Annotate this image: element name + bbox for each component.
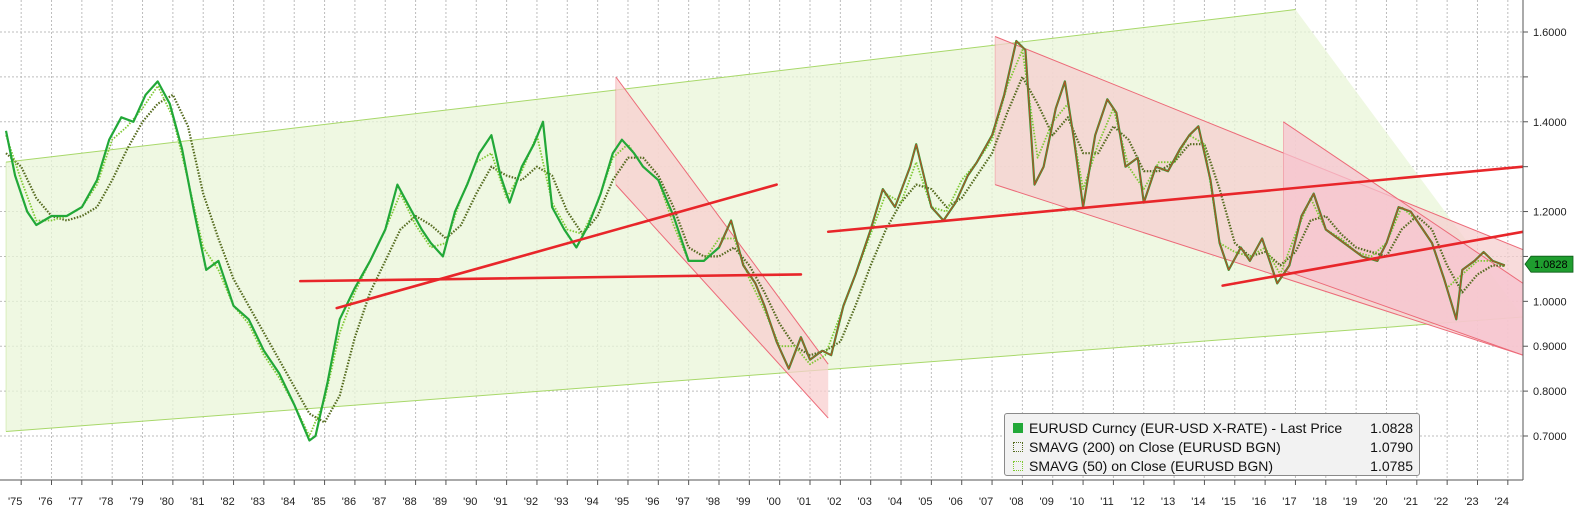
trendlines xyxy=(298,165,1523,310)
x-tick-label: '85 xyxy=(311,496,325,508)
legend-row-sma50: SMAVG (50) on Close (EURUSD BGN) 1.0785 xyxy=(1013,456,1413,475)
legend-swatch-sma50 xyxy=(1013,460,1023,471)
x-tick-label: '06 xyxy=(949,496,963,508)
x-tick-label: '19 xyxy=(1343,496,1357,508)
x-tick-label: '93 xyxy=(554,496,568,508)
x-tick-label: '98 xyxy=(706,496,720,508)
x-tick-label: '18 xyxy=(1313,496,1327,508)
x-tick-label: '87 xyxy=(372,496,386,508)
x-tick-label: '22 xyxy=(1434,496,1448,508)
channel-lower-edge xyxy=(994,184,1523,356)
legend-label: SMAVG (50) on Close (EURUSD BGN) xyxy=(1029,457,1274,474)
channel-lower-edge xyxy=(615,184,829,419)
price-series xyxy=(4,39,1506,442)
x-tick-label: '23 xyxy=(1464,496,1478,508)
x-tick-label: '09 xyxy=(1040,496,1054,508)
x-tick-label: '17 xyxy=(1282,496,1296,508)
x-tick-label: '89 xyxy=(433,496,447,508)
x-tick-label: '80 xyxy=(160,496,174,508)
channel-lower-edge xyxy=(1283,269,1523,356)
channel-downtrend-2017-2024 xyxy=(1283,121,1523,356)
x-tick-label: '95 xyxy=(615,496,629,508)
x-tick-label: '08 xyxy=(1009,496,1023,508)
legend-label: SMAVG (200) on Close (EURUSD BGN) xyxy=(1029,438,1281,455)
x-tick-label: '03 xyxy=(858,496,872,508)
legend-row-sma200: SMAVG (200) on Close (EURUSD BGN) 1.0790 xyxy=(1013,437,1413,456)
x-tick-label: '78 xyxy=(99,496,113,508)
y-tick-label: 0.9000 xyxy=(1533,341,1567,353)
x-tick-label: '83 xyxy=(251,496,265,508)
series-last-price-highlight xyxy=(718,40,1506,370)
trendline-3 xyxy=(826,165,1523,234)
legend-value: 1.0828 xyxy=(1370,419,1413,436)
x-tick-label: '15 xyxy=(1222,496,1236,508)
y-tick-label: 1.4000 xyxy=(1533,117,1567,129)
legend-value: 1.0785 xyxy=(1370,457,1413,474)
x-tick-label: '97 xyxy=(675,496,689,508)
x-tick-label: '14 xyxy=(1191,496,1205,508)
channel-upper-edge xyxy=(5,9,1296,163)
x-tick-label: '75 xyxy=(8,496,22,508)
trendline-1 xyxy=(298,273,803,283)
last-price-tag: 1.0828 xyxy=(1524,255,1574,273)
x-tick-label: '81 xyxy=(190,496,204,508)
x-tick-label: '99 xyxy=(736,496,750,508)
x-tick-label: '07 xyxy=(979,496,993,508)
x-tick-label: '13 xyxy=(1161,496,1175,508)
y-tick-label: 0.8000 xyxy=(1533,386,1567,398)
x-tick-label: '76 xyxy=(38,496,52,508)
legend-swatch-price xyxy=(1013,422,1023,433)
x-tick-label: '96 xyxy=(645,496,659,508)
x-tick-label: '21 xyxy=(1404,496,1418,508)
x-tick-label: '12 xyxy=(1131,496,1145,508)
x-tick-label: '02 xyxy=(827,496,841,508)
x-tick-label: '10 xyxy=(1070,496,1084,508)
x-tick-label: '91 xyxy=(493,496,507,508)
x-tick-label: '86 xyxy=(342,496,356,508)
legend-value: 1.0790 xyxy=(1370,438,1413,455)
x-tick-label: '11 xyxy=(1100,496,1114,508)
x-tick-label: '77 xyxy=(69,496,83,508)
trend-channels xyxy=(5,9,1523,433)
x-tick-label: '79 xyxy=(129,496,143,508)
x-axis: '75 '76 '77 '78 '79 '80 '81 '82 '83 '84 '85 '86 '87 '… xyxy=(0,479,1523,508)
x-tick-label: '92 xyxy=(524,496,538,508)
channel-lower-edge xyxy=(5,316,1523,433)
y-tick-label: 1.2000 xyxy=(1533,207,1567,219)
x-tick-label: '90 xyxy=(463,496,477,508)
x-tick-label: '24 xyxy=(1495,496,1509,508)
x-tick-label: '16 xyxy=(1252,496,1266,508)
y-tick-label: 1.6000 xyxy=(1533,27,1567,39)
last-price-tag-shape xyxy=(1524,255,1574,273)
x-tick-label: '94 xyxy=(584,496,598,508)
legend-row-price: EURUSD Curncy (EUR-USD X-RATE) - Last Pr… xyxy=(1013,418,1413,437)
legend: EURUSD Curncy (EUR-USD X-RATE) - Last Pr… xyxy=(1004,413,1420,476)
y-tick-label: 0.7000 xyxy=(1533,431,1567,443)
legend-swatch-sma200 xyxy=(1013,441,1023,452)
x-tick-label: '05 xyxy=(918,496,932,508)
channel-upper-edge xyxy=(994,36,1523,251)
trendline-2 xyxy=(335,183,778,310)
y-axis: 0.7000 0.8000 0.9000 1.0000 1.2000 1.4000 1.60… xyxy=(1522,0,1567,480)
x-tick-label: '82 xyxy=(220,496,234,508)
channel-upper-edge xyxy=(615,76,829,365)
legend-label: EURUSD Curncy (EUR-USD X-RATE) - Last Pr… xyxy=(1029,419,1343,436)
y-tick-label: 1.0000 xyxy=(1533,296,1567,308)
trendline-4 xyxy=(1221,230,1523,287)
x-tick-label: '04 xyxy=(888,496,902,508)
x-tick-label: '84 xyxy=(281,496,295,508)
x-tick-label: '01 xyxy=(797,496,811,508)
channel-downtrend-1995-2001 xyxy=(615,76,829,419)
x-tick-label: '00 xyxy=(767,496,781,508)
last-price-tag-label: 1.0828 xyxy=(1534,259,1568,271)
x-tick-label: '20 xyxy=(1373,496,1387,508)
channel-upper-edge xyxy=(1283,121,1523,284)
x-tick-label: '88 xyxy=(402,496,416,508)
